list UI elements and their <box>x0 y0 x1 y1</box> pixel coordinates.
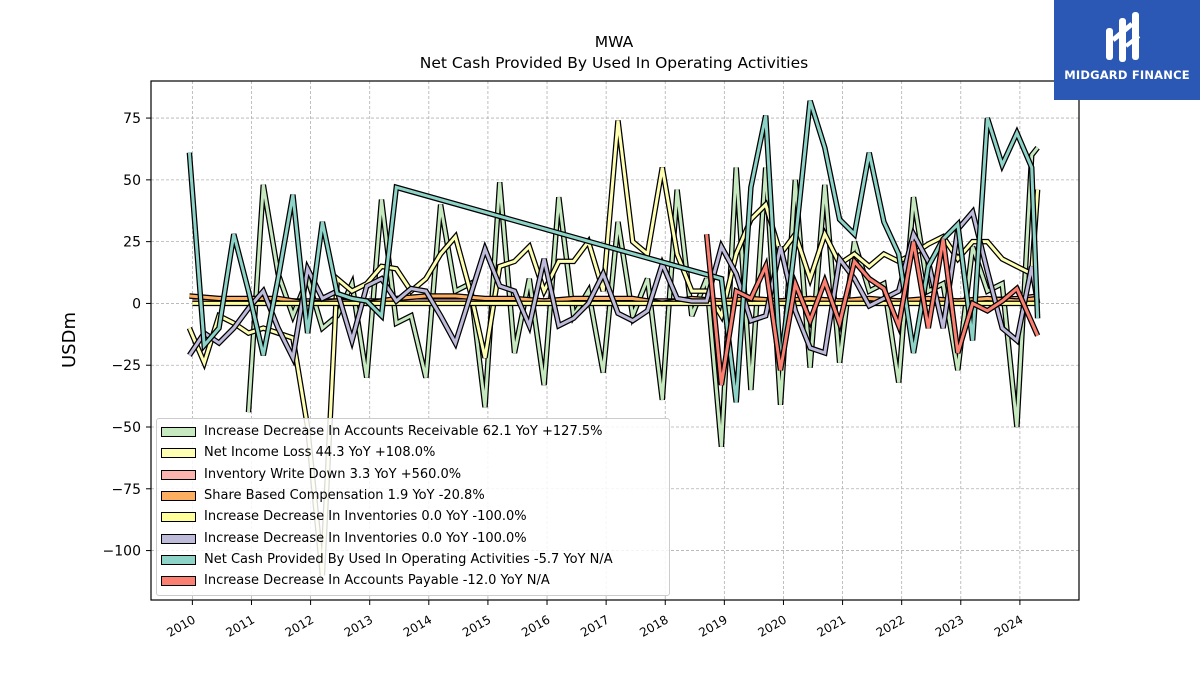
midgard-logo-icon <box>1106 12 1141 62</box>
y-tick-label: 50 <box>123 173 141 189</box>
legend-item: Inventory Write Down 3.3 YoY +560.0% <box>157 465 669 486</box>
legend-swatch <box>161 427 196 437</box>
logo-text: MIDGARD FINANCE <box>1064 68 1190 82</box>
legend-label: Net Income Loss 44.3 YoY +108.0% <box>204 445 436 461</box>
legend-swatch <box>161 533 196 544</box>
x-tick-label: 2014 <box>401 612 434 639</box>
y-tick-label: −100 <box>103 544 141 560</box>
legend-swatch <box>161 448 196 459</box>
legend-label: Share Based Compensation 1.9 YoY -20.8% <box>204 487 485 503</box>
legend-label: Increase Decrease In Inventories 0.0 YoY… <box>204 530 527 546</box>
x-tick-label: 2010 <box>164 612 197 639</box>
series-group <box>186 99 1041 576</box>
x-tick-label: 2015 <box>460 612 493 639</box>
legend-item: Increase Decrease In Inventories 0.0 YoY… <box>157 507 669 528</box>
series-line <box>703 233 1041 386</box>
series-stroke <box>705 234 1039 386</box>
series-stroke <box>188 120 1040 576</box>
legend-swatch <box>161 469 196 480</box>
chart-subtitle: Net Cash Provided By Used In Operating A… <box>420 54 808 72</box>
legend-swatch <box>161 490 196 501</box>
x-tick-label: 2021 <box>815 612 848 639</box>
x-tick-label: 2024 <box>992 612 1025 639</box>
legend-label: Net Cash Provided By Used In Operating A… <box>204 551 613 567</box>
x-tick-label: 2013 <box>342 612 375 639</box>
y-tick-label: 0 <box>132 296 141 312</box>
legend-item: Share Based Compensation 1.9 YoY -20.8% <box>157 486 669 507</box>
legend-label: Increase Decrease In Accounts Payable -1… <box>204 573 550 589</box>
legend-item: Net Cash Provided By Used In Operating A… <box>157 550 669 571</box>
legend-label: Inventory Write Down 3.3 YoY +560.0% <box>204 466 462 482</box>
x-tick-label: 2023 <box>933 612 966 639</box>
y-tick-label: 25 <box>123 235 141 251</box>
series-stroke <box>247 146 1039 447</box>
legend-swatch <box>161 512 196 523</box>
x-tick-label: 2018 <box>637 612 670 639</box>
series-line <box>186 120 1041 576</box>
chart-title: MWA <box>595 33 634 51</box>
legend-swatch <box>161 576 196 587</box>
legend-item: Increase Decrease In Accounts Receivable… <box>157 422 669 443</box>
series-line <box>245 145 1040 448</box>
x-tick-label: 2011 <box>224 612 257 639</box>
x-tick-label: 2012 <box>283 612 316 639</box>
legend-item: Increase Decrease In Accounts Payable -1… <box>157 571 669 592</box>
legend: Increase Decrease In Accounts Receivable… <box>156 418 670 596</box>
legend-label: Increase Decrease In Inventories 0.0 YoY… <box>204 509 527 525</box>
legend-swatch <box>161 554 196 565</box>
legend-label: Increase Decrease In Accounts Receivable… <box>204 424 603 439</box>
y-tick-label: 75 <box>123 111 141 127</box>
x-tick-label: 2017 <box>578 612 611 639</box>
x-tick-label: 2022 <box>874 612 907 639</box>
y-tick-label: −75 <box>111 482 141 498</box>
plot-frame <box>150 80 1080 601</box>
series-line <box>186 99 1041 403</box>
x-tick-label: 2019 <box>696 612 729 639</box>
x-tick-label: 2020 <box>756 612 789 639</box>
y-axis-label: USDm <box>59 312 80 368</box>
series-stroke <box>187 100 1040 403</box>
legend-item: Net Income Loss 44.3 YoY +108.0% <box>157 443 669 464</box>
y-axis: 75 50 25 0 −25 −50 −75 −100 <box>103 111 151 560</box>
brand-logo: MIDGARD FINANCE <box>1054 0 1200 100</box>
x-axis: 2010 2011 2012 2013 2014 2015 2016 2017 2018 2019… <box>164 600 1025 640</box>
y-tick-label: −50 <box>111 420 141 436</box>
legend-item: Increase Decrease In Inventories 0.0 YoY… <box>157 529 669 550</box>
y-tick-label: −25 <box>111 358 141 374</box>
x-tick-label: 2016 <box>519 612 552 639</box>
